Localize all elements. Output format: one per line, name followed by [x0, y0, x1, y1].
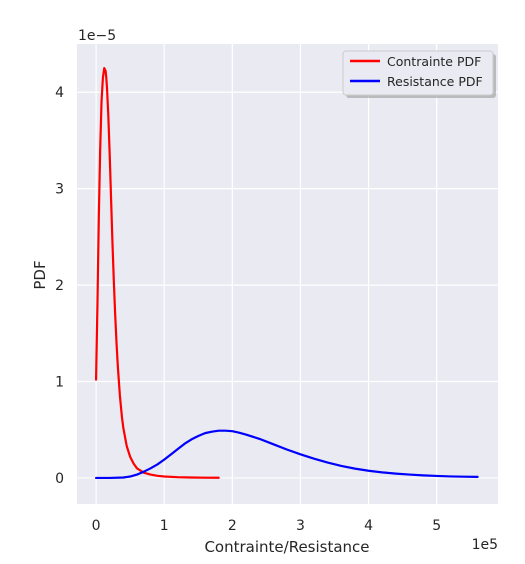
y-tick-labels: 0 1 2 3 4	[55, 85, 64, 487]
x-tick-label: 5	[432, 518, 441, 534]
y-tick-label: 2	[55, 278, 64, 294]
legend-box	[342, 50, 494, 96]
y-axis-title: PDF	[31, 260, 49, 289]
x-tick-label: 3	[296, 518, 305, 534]
series-layer	[94, 67, 479, 480]
y-tick-label: 3	[55, 182, 64, 198]
legend: Contrainte PDF Resistance PDF	[342, 50, 496, 98]
y-tick-label: 1	[55, 375, 64, 391]
x-tick-labels: 0 1 2 3 4 5	[92, 518, 442, 534]
y-scale-label: 1e−5	[78, 28, 116, 44]
x-tick-label: 4	[364, 518, 373, 534]
series-line-contrainte	[94, 67, 220, 479]
plot-area	[77, 44, 498, 504]
grid	[77, 44, 498, 504]
x-tick-label: 0	[92, 518, 101, 534]
y-tick-label: 4	[55, 85, 64, 101]
x-scale-label: 1e5	[472, 537, 498, 553]
series-line-resistance	[94, 429, 479, 480]
x-tick-label: 2	[228, 518, 237, 534]
x-axis-title: Contrainte/Resistance	[204, 538, 369, 556]
y-tick-label: 0	[55, 471, 64, 487]
legend-label-resistance: Resistance PDF	[387, 74, 483, 89]
legend-label-contrainte: Contrainte PDF	[387, 54, 481, 69]
x-tick-label: 1	[160, 518, 169, 534]
